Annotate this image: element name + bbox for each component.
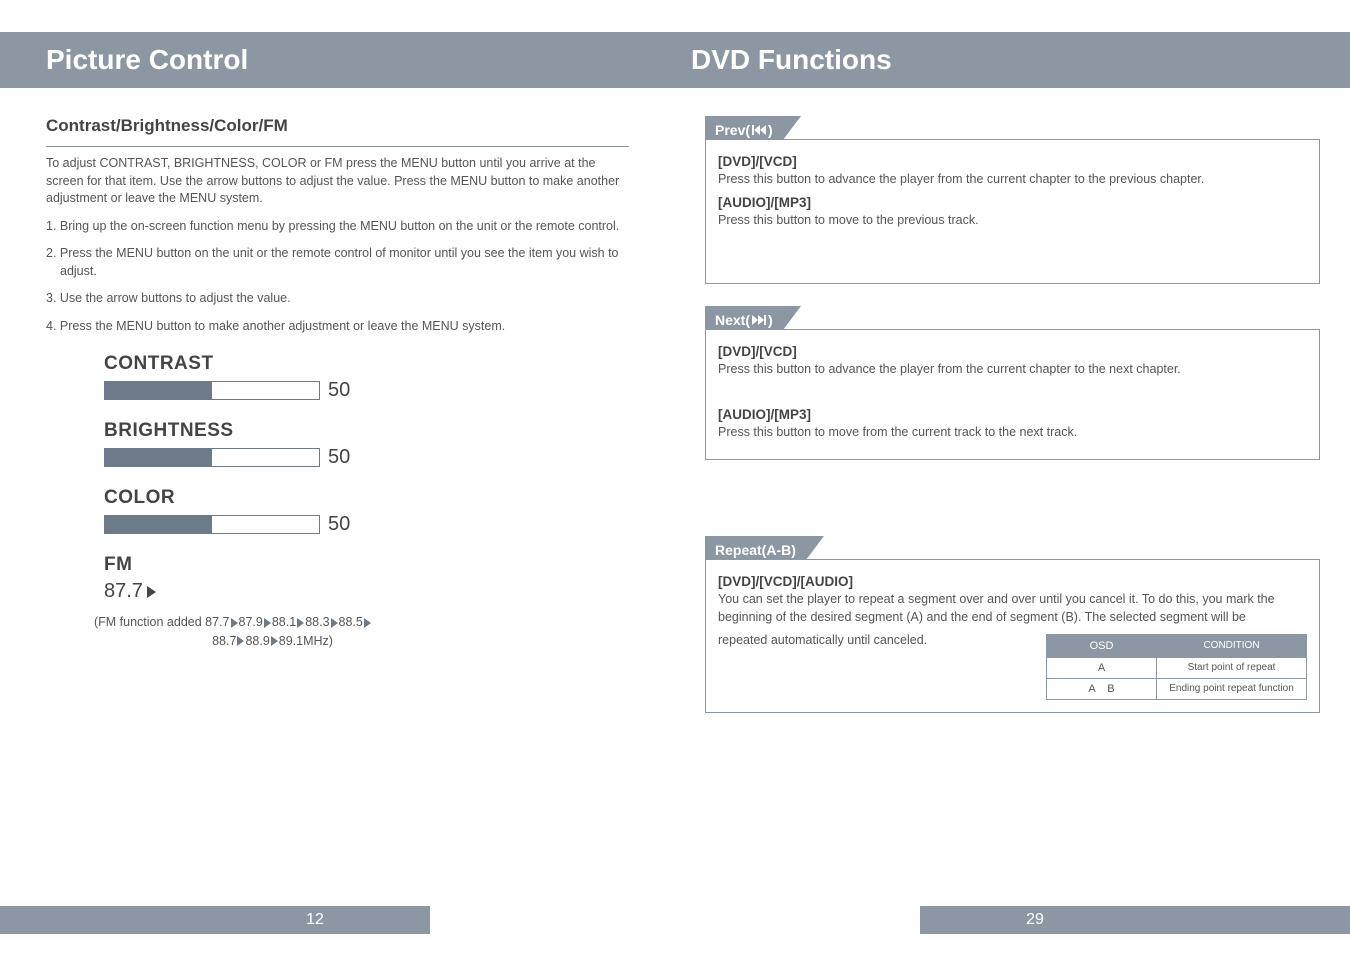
left-header: Picture Control [0,32,675,88]
slider-color: COLOR 50 [104,487,629,536]
right-header-title: DVD Functions [691,44,892,76]
slider-label-brightness: BRIGHTNESS [104,420,629,442]
table-row: A Start point of repeat [1047,657,1307,678]
fm-block: FM 87.7 [104,554,629,603]
slider-label-color: COLOR [104,487,629,509]
right-page-number: 29 [1026,911,1044,929]
osd-header-1: OSD [1047,634,1157,657]
slider-value-contrast: 50 [328,379,350,402]
repeat-label: [DVD]/[VCD]/[AUDIO] [718,574,1307,589]
sliders-block: CONTRAST 50 BRIGHTNESS 50 COLOR 50 [104,353,629,651]
section-title: Contrast/Brightness/Color/FM [46,116,629,136]
play-icon [147,586,156,598]
prev-tab: Prev( ) [705,116,783,140]
slider-contrast: CONTRAST 50 [104,353,629,402]
next-audio-text: Press this button to move from the curre… [718,424,1307,442]
slider-value-color: 50 [328,513,350,536]
repeat-box: Repeat(A-B) [DVD]/[VCD]/[AUDIO] You can … [705,536,1320,713]
repeat-tab: Repeat(A-B) [705,536,806,560]
divider [46,146,629,147]
intro-text: To adjust CONTRAST, BRIGHTNESS, COLOR or… [46,155,629,208]
prev-dvd-text: Press this button to advance the player … [718,171,1307,189]
left-content: Contrast/Brightness/Color/FM To adjust C… [0,88,675,651]
next-dvd-label: [DVD]/[VCD] [718,344,1307,359]
right-header: DVD Functions [675,32,1350,88]
fm-value: 87.7 [104,580,143,603]
left-page-number: 12 [306,911,324,929]
prev-dvd-label: [DVD]/[VCD] [718,154,1307,169]
step-1: 1. Bring up the on-screen function menu … [46,218,629,236]
slider-value-brightness: 50 [328,446,350,469]
osd-header-2: CONDITION [1157,634,1307,657]
next-box: Next( ) [DVD]/[VCD] Press this button to… [705,306,1320,460]
prev-audio-text: Press this button to move to the previou… [718,212,1307,230]
left-footer: 12 [0,906,430,934]
repeat-text-1: You can set the player to repeat a segme… [718,591,1307,626]
fm-label: FM [104,554,629,576]
next-tab: Next( ) [705,306,783,330]
left-header-title: Picture Control [46,44,248,76]
slider-bar-color [104,515,320,534]
osd-table: OSD CONDITION A Start point of repeat A … [1046,634,1307,700]
step-3: 3. Use the arrow buttons to adjust the v… [46,290,629,308]
slider-bar-brightness [104,448,320,467]
page-right: DVD Functions Prev( ) [DVD]/[VCD] Press … [675,0,1350,954]
prev-box: Prev( ) [DVD]/[VCD] Press this button to… [705,116,1320,284]
fm-note: (FM function added 87.787.988.188.388.5 … [94,613,629,651]
repeat-text-2: repeated automatically until canceled. [718,632,927,650]
step-2: 2. Press the MENU button on the unit or … [46,245,629,280]
table-row: A B Ending point repeat function [1047,678,1307,699]
next-icon [752,315,766,325]
slider-brightness: BRIGHTNESS 50 [104,420,629,469]
prev-audio-label: [AUDIO]/[MP3] [718,195,1307,210]
right-content: Prev( ) [DVD]/[VCD] Press this button to… [675,88,1350,713]
steps-list: 1. Bring up the on-screen function menu … [46,218,629,336]
slider-bar-contrast [104,381,320,400]
step-4: 4. Press the MENU button to make another… [46,318,629,336]
next-audio-label: [AUDIO]/[MP3] [718,407,1307,422]
next-dvd-text: Press this button to advance the player … [718,361,1307,379]
page-left: Picture Control Contrast/Brightness/Colo… [0,0,675,954]
right-footer: 29 [920,906,1350,934]
slider-label-contrast: CONTRAST [104,353,629,375]
prev-icon [752,125,766,135]
